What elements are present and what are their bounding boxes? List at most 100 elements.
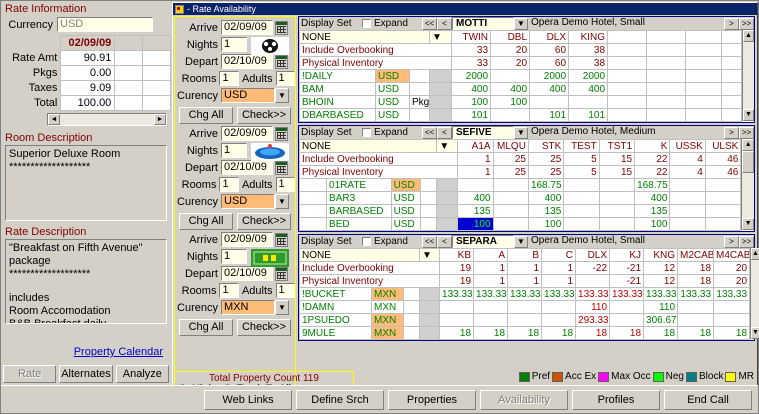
- grid-3-property-dropdown-icon[interactable]: ▼: [514, 235, 528, 248]
- grid-2-r0-c4[interactable]: [598, 178, 636, 192]
- grid-2-r1-c2[interactable]: 400: [527, 191, 565, 205]
- grid-3-prev-button[interactable]: <: [437, 235, 452, 248]
- grid-2-r1-c3[interactable]: [563, 191, 600, 205]
- table-row[interactable]: 1PSUEDO MXN 293.33 306.67: [299, 313, 751, 327]
- grid-1-r1-c0[interactable]: 400: [451, 82, 492, 96]
- availability-button[interactable]: Availability: [480, 390, 568, 410]
- taxes-value[interactable]: 9.09: [60, 80, 116, 96]
- expand-checkbox-1[interactable]: [362, 19, 371, 28]
- grid-1-col-dlx[interactable]: DLX: [529, 30, 570, 44]
- properties-button[interactable]: Properties: [388, 390, 476, 410]
- grid-2-r1-c1[interactable]: [492, 191, 529, 205]
- check-button-1[interactable]: Check>>: [237, 107, 291, 124]
- scroll-down-icon[interactable]: ▼: [743, 109, 754, 121]
- grid-1-r3-c3[interactable]: 101: [568, 108, 609, 122]
- calendar-icon-depart-2[interactable]: [275, 160, 288, 175]
- currency-dropdown-icon-3[interactable]: ▼: [275, 300, 289, 315]
- table-row[interactable]: !DAMN MXN 110 110: [299, 300, 751, 314]
- grid-2-r0-c0[interactable]: [457, 178, 494, 192]
- grid-3-col-kng[interactable]: KNG: [643, 248, 679, 262]
- grid-2-r2-c4[interactable]: [598, 204, 636, 218]
- room-description-box[interactable]: Superior Deluxe Room *******************: [5, 145, 167, 221]
- grid-2-r2-c2[interactable]: 135: [527, 204, 565, 218]
- grid-3-r0-c6[interactable]: 133.33: [643, 287, 679, 301]
- table-row[interactable]: BAM USD 400 400 400 400: [299, 82, 743, 96]
- grid-3-r0-c0[interactable]: 133.33: [439, 287, 475, 301]
- nights-input-1[interactable]: 1: [221, 37, 247, 52]
- grid-1-col-king[interactable]: KING: [568, 30, 609, 44]
- rate-amt-value[interactable]: 90.91: [60, 50, 116, 66]
- rate-amt-col2[interactable]: [114, 50, 144, 66]
- table-row[interactable]: 9MULE MXN 18 18 18 18 18 18 18: [299, 326, 751, 340]
- grid-3-filter-value[interactable]: NONE: [298, 248, 421, 262]
- grid-3-col-dlx[interactable]: DLX: [575, 248, 611, 262]
- grid-3-last-button[interactable]: >>: [739, 235, 754, 248]
- scroll-down-icon[interactable]: ▼: [742, 218, 754, 230]
- pkgs-value[interactable]: 0.00: [60, 65, 116, 81]
- grid-1-rate-code-3[interactable]: DBARBASED: [299, 108, 376, 122]
- grid-1-filter-value[interactable]: NONE: [298, 30, 431, 44]
- grid-2-rate-code-2[interactable]: BARBASED: [326, 204, 392, 218]
- property-calendar-link[interactable]: Property Calendar: [73, 346, 163, 358]
- grid-3-r3-c8[interactable]: 18: [713, 326, 751, 340]
- grid-3-r0-c7[interactable]: 133.33: [677, 287, 715, 301]
- grid-3-col-m4cab[interactable]: M4CAB: [713, 248, 751, 262]
- expand-checkbox-2[interactable]: [362, 128, 371, 137]
- arrive-input-1[interactable]: 02/09/09: [221, 20, 273, 35]
- scroll-right-icon[interactable]: ►: [154, 114, 166, 125]
- total-col2[interactable]: [114, 95, 144, 111]
- grid-3-r2-c2[interactable]: [507, 313, 543, 327]
- grid-3-col-kj[interactable]: KJ: [609, 248, 645, 262]
- vscroll-track[interactable]: [751, 260, 759, 327]
- grid-3-r3-c6[interactable]: 18: [643, 326, 679, 340]
- grid-3-r1-c8[interactable]: [713, 300, 751, 314]
- vscroll-thumb[interactable]: [742, 151, 754, 173]
- taxes-col2[interactable]: [114, 80, 144, 96]
- grid-2-r3-c6[interactable]: [669, 217, 706, 231]
- grid-2-col-ussk[interactable]: USSK: [669, 139, 706, 153]
- grid-2-r3-c2[interactable]: 100: [527, 217, 565, 231]
- grid-2-rate-code-0[interactable]: 01RATE: [326, 178, 392, 192]
- grid-1-col-dbl[interactable]: DBL: [490, 30, 531, 44]
- grid-1-rate-code-0[interactable]: !DAILY: [299, 69, 376, 83]
- grid-3-r2-c5[interactable]: [609, 313, 645, 327]
- grid-1-rate-code-1[interactable]: BAM: [299, 82, 376, 96]
- grid-1-r2-c1[interactable]: 100: [490, 95, 531, 109]
- grid-3-col-kb[interactable]: KB: [439, 248, 475, 262]
- grid-1-r1-c3[interactable]: 400: [568, 82, 609, 96]
- grid-1-r1-c2[interactable]: 400: [529, 82, 570, 96]
- grid-2-r1-c4[interactable]: [598, 191, 636, 205]
- depart-input-3[interactable]: 02/10/09: [221, 266, 273, 281]
- grid-3-r1-c1[interactable]: [473, 300, 509, 314]
- calendar-icon-depart-1[interactable]: [275, 54, 288, 69]
- adults-input-3[interactable]: 1: [275, 283, 296, 298]
- end-call-button[interactable]: End Call: [664, 390, 752, 410]
- adults-input-1[interactable]: 1: [275, 71, 296, 86]
- grid-1-r2-c2[interactable]: [529, 95, 570, 109]
- grid-3-next-button[interactable]: >: [724, 235, 739, 248]
- grid-3-r1-c4[interactable]: 110: [575, 300, 611, 314]
- grid-3-r3-c3[interactable]: 18: [541, 326, 577, 340]
- grid-2-last-button[interactable]: >>: [739, 126, 754, 139]
- grid-2-r3-c4[interactable]: [598, 217, 636, 231]
- rooms-input-1[interactable]: 1: [219, 71, 239, 86]
- grid-2-next-button[interactable]: >: [724, 126, 739, 139]
- grid-1-col-twin[interactable]: TWIN: [451, 30, 492, 44]
- table-row[interactable]: BAR3 USD 400 400 400: [298, 191, 742, 205]
- grid-2-r2-c3[interactable]: [563, 204, 600, 218]
- table-row[interactable]: BHOIN USD Pkg. 100 100: [299, 95, 743, 109]
- grid-3-rate-code-1[interactable]: !DAMN: [299, 300, 372, 314]
- chg-all-button-3[interactable]: Chg All: [179, 319, 233, 336]
- grid-2-col-a1a[interactable]: A1A: [457, 139, 494, 153]
- grid-3-r2-c4[interactable]: 293.33: [575, 313, 611, 327]
- grid-2-property-code[interactable]: SEFIVE: [452, 126, 514, 139]
- grid-2-r2-c0[interactable]: 135: [457, 204, 494, 218]
- taxes-col3[interactable]: [142, 80, 171, 96]
- grid-1-r2-c0[interactable]: 100: [451, 95, 492, 109]
- grid-2-r3-c1[interactable]: [492, 217, 529, 231]
- arrive-input-2[interactable]: 02/09/09: [221, 126, 273, 141]
- grid-1-vscrollbar[interactable]: ▲ ▼: [742, 30, 754, 121]
- grid-3-col-c[interactable]: C: [541, 248, 577, 262]
- grid-3-r3-c0[interactable]: 18: [439, 326, 475, 340]
- chg-all-button-1[interactable]: Chg All: [179, 107, 233, 124]
